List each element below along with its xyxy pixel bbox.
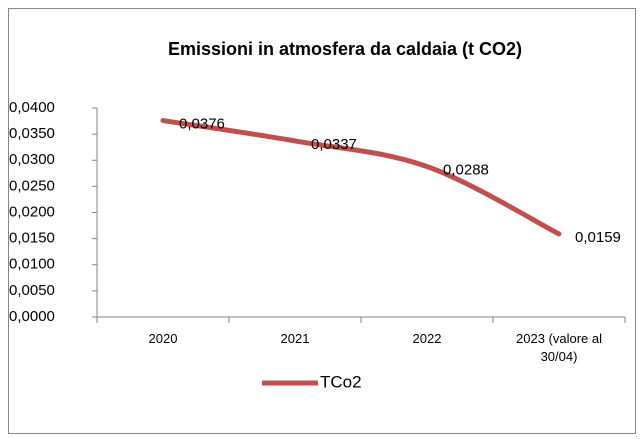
y-tick-label: 0,0000 [9, 308, 55, 325]
y-tick-label: 0,0200 [9, 203, 55, 220]
chart-border [8, 8, 636, 434]
y-tick-label: 0,0250 [9, 177, 55, 194]
y-tick-label: 0,0350 [9, 125, 55, 142]
y-tick-label: 0,0150 [9, 230, 55, 247]
data-label: 0,0159 [575, 229, 621, 246]
data-label: 0,0288 [443, 161, 489, 178]
x-tick-label: 2023 (valore al 30/04) [516, 331, 602, 364]
series-line [160, 118, 562, 237]
y-tick-label: 0,0400 [9, 99, 55, 116]
legend-label: TCo2 [320, 372, 362, 391]
y-tick-label: 0,0100 [9, 256, 55, 273]
x-tick-label: 2020 [148, 331, 178, 346]
x-tick-label: 2021 [280, 331, 310, 346]
chart-title: Emissioni in atmosfera da caldaia (t CO2… [168, 39, 522, 59]
data-label: 0,0337 [311, 136, 357, 153]
x-tick-label: 2022 [412, 331, 442, 346]
y-tick-label: 0,0050 [9, 282, 55, 299]
data-label: 0,0376 [179, 116, 225, 133]
y-tick-label: 0,0300 [9, 151, 55, 168]
